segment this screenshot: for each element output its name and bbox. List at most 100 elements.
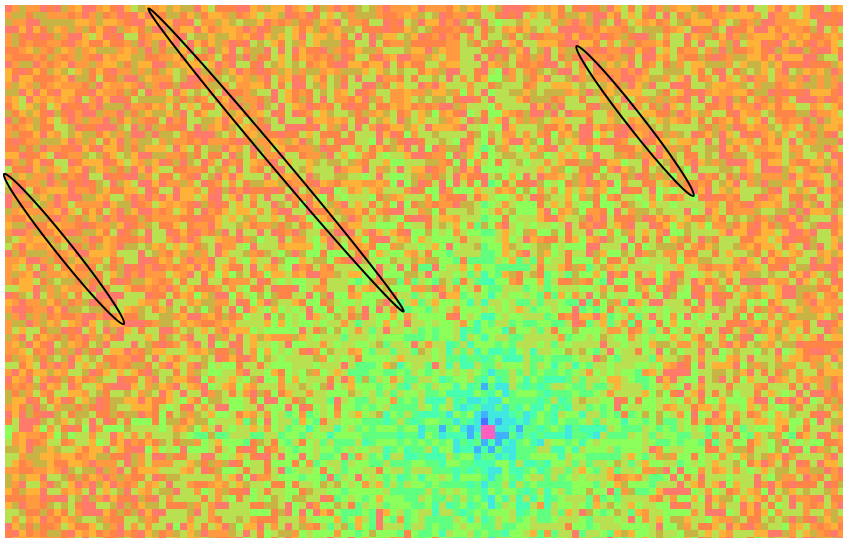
pixel <box>341 54 348 61</box>
pixel <box>425 180 432 187</box>
pixel <box>47 89 54 96</box>
pixel <box>320 166 327 173</box>
pixel <box>656 166 663 173</box>
pixel <box>229 5 236 12</box>
pixel <box>222 159 229 166</box>
pixel <box>292 271 299 278</box>
pixel <box>75 292 82 299</box>
pixel <box>159 278 166 285</box>
pixel <box>110 145 117 152</box>
pixel <box>334 68 341 75</box>
pixel <box>369 96 376 103</box>
pixel <box>572 19 579 26</box>
pixel <box>481 187 488 194</box>
pixel <box>425 19 432 26</box>
pixel <box>68 68 75 75</box>
pixel <box>103 82 110 89</box>
pixel <box>166 250 173 257</box>
pixel <box>635 173 642 180</box>
pixel <box>656 236 663 243</box>
pixel <box>460 208 467 215</box>
pixel <box>817 131 824 138</box>
pixel <box>488 26 495 33</box>
pixel <box>551 47 558 54</box>
pixel <box>467 222 474 229</box>
pixel <box>306 26 313 33</box>
pixel <box>467 33 474 40</box>
pixel <box>68 215 75 222</box>
pixel <box>5 68 12 75</box>
pixel <box>663 19 670 26</box>
pixel <box>831 222 838 229</box>
pixel <box>593 285 600 292</box>
pixel <box>425 229 432 236</box>
pixel <box>257 61 264 68</box>
pixel <box>467 159 474 166</box>
pixel <box>383 187 390 194</box>
pixel <box>124 110 131 117</box>
pixel <box>341 89 348 96</box>
pixel <box>68 145 75 152</box>
pixel <box>138 138 145 145</box>
pixel <box>502 152 509 159</box>
pixel <box>432 187 439 194</box>
pixel <box>152 236 159 243</box>
pixel <box>460 61 467 68</box>
pixel <box>635 12 642 19</box>
pixel <box>145 152 152 159</box>
pixel <box>117 208 124 215</box>
pixel <box>96 208 103 215</box>
pixel <box>712 47 719 54</box>
pixel <box>334 103 341 110</box>
pixel <box>698 166 705 173</box>
pixel <box>208 229 215 236</box>
pixel <box>173 131 180 138</box>
pixel <box>285 40 292 47</box>
pixel <box>649 54 656 61</box>
pixel <box>110 124 117 131</box>
pixel <box>82 75 89 82</box>
pixel <box>201 271 208 278</box>
pixel <box>775 285 782 292</box>
pixel <box>19 103 26 110</box>
pixel <box>516 187 523 194</box>
pixel <box>705 215 712 222</box>
pixel <box>600 117 607 124</box>
pixel <box>313 173 320 180</box>
pixel <box>642 180 649 187</box>
pixel <box>831 201 838 208</box>
pixel <box>215 285 222 292</box>
pixel <box>649 89 656 96</box>
pixel <box>782 40 789 47</box>
pixel <box>796 152 803 159</box>
pixel <box>173 26 180 33</box>
pixel <box>229 61 236 68</box>
pixel <box>614 131 621 138</box>
pixel <box>705 264 712 271</box>
pixel <box>131 117 138 124</box>
pixel <box>271 75 278 82</box>
pixel <box>621 47 628 54</box>
pixel <box>243 222 250 229</box>
pixel <box>579 236 586 243</box>
pixel <box>460 173 467 180</box>
pixel <box>152 250 159 257</box>
pixel <box>390 257 397 264</box>
pixel <box>495 166 502 173</box>
pixel <box>768 187 775 194</box>
pixel <box>579 124 586 131</box>
pixel <box>579 131 586 138</box>
pixel <box>82 26 89 33</box>
pixel <box>719 278 726 285</box>
pixel <box>656 26 663 33</box>
pixel <box>831 215 838 222</box>
pixel <box>215 201 222 208</box>
pixel <box>628 145 635 152</box>
pixel <box>208 33 215 40</box>
pixel <box>306 215 313 222</box>
pixel <box>299 229 306 236</box>
pixel <box>292 285 299 292</box>
pixel <box>5 271 12 278</box>
pixel <box>26 103 33 110</box>
pixel <box>691 68 698 75</box>
